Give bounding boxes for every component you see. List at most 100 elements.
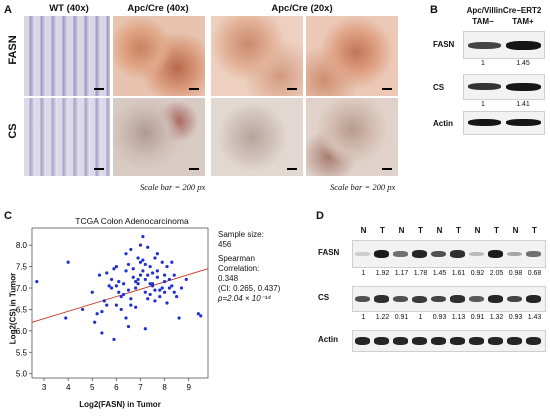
panel-b-actin-blot <box>463 111 545 135</box>
panel-d-band-value: 1.78 <box>413 270 428 277</box>
scatter-point <box>184 277 188 282</box>
micrograph-apc-20x-fasn-1 <box>211 16 303 96</box>
panel-d-band-value: 1.45 <box>432 270 447 277</box>
scatter-point <box>170 284 174 288</box>
panel-d-band <box>431 337 446 345</box>
scatter-plot: 3 4 5 6 7 8 9 5.0 5.5 6.0 6.5 7.0 7.5 8.0 <box>16 227 209 392</box>
panel-d-band <box>488 337 503 345</box>
panel-d-band <box>393 295 408 303</box>
panel-b-letter: B <box>430 4 438 16</box>
scatter-point <box>141 269 145 273</box>
rho-value: 0.348 <box>218 274 239 283</box>
panel-d-band <box>450 295 465 303</box>
scatter-point <box>146 273 150 277</box>
sample-size-label: Sample size: <box>218 230 264 239</box>
scatter-point <box>114 264 118 269</box>
spearman-label: Spearman <box>218 254 255 263</box>
scatter-point <box>136 256 140 260</box>
panel-d-band <box>393 337 408 345</box>
panel-d-band <box>507 251 522 257</box>
scatter-point <box>148 264 152 269</box>
panel-d-band <box>355 295 370 303</box>
x-tick-label: 4 <box>66 383 71 392</box>
scatter-point <box>124 252 128 256</box>
scatter-point <box>114 303 118 307</box>
scatter-point <box>129 303 133 307</box>
y-tick-label: 6.0 <box>16 327 28 336</box>
panel-d-band <box>507 295 522 303</box>
scatter-point <box>172 290 176 294</box>
scatter-point <box>124 269 128 273</box>
scatter-point <box>155 269 159 273</box>
x-axis-label: Log2(FASN) in Tumor <box>79 400 161 409</box>
scale-bar-8 <box>382 168 392 170</box>
scatter-point <box>134 305 138 309</box>
panel-d-band-value: 0.92 <box>470 270 485 277</box>
panel-d-band-value: 1.43 <box>527 314 542 321</box>
scatter-point <box>143 277 147 282</box>
micrograph-wt-cs <box>24 98 110 176</box>
scatter-point <box>167 277 172 282</box>
scatter-point <box>105 271 109 275</box>
scatter-point <box>129 247 133 252</box>
panel-b-title: Apc/VillinCre−ERT2 <box>466 6 542 15</box>
panel-d-lane-label: N <box>474 226 481 235</box>
scatter-point <box>148 292 152 297</box>
panel-d-band <box>374 250 389 258</box>
stats-annotation: Sample size: 456 Spearman Correlation: 0… <box>218 230 298 304</box>
scatter-point <box>158 288 162 292</box>
scatter-point <box>153 256 157 260</box>
scatter-point <box>150 271 155 275</box>
panel-b-cs-label: CS <box>433 83 445 92</box>
fit-line <box>31 268 209 323</box>
scatter-point <box>172 273 176 277</box>
scatter-point <box>170 260 174 264</box>
scatter-point <box>153 288 157 292</box>
panel-b-actin-band-1 <box>468 119 501 126</box>
scatter-point <box>143 290 147 294</box>
scatter-point <box>90 290 94 294</box>
scatter-point <box>134 279 138 284</box>
panel-d-band-value: 1.32 <box>489 314 504 321</box>
panel-d-lane-label: T <box>380 226 385 235</box>
scale-bar-caption-2: Scale bar = 200 px <box>330 182 396 192</box>
scatter-point <box>66 260 70 264</box>
panel-d-blot-label: Actin <box>318 335 338 344</box>
scatter-point <box>131 267 135 271</box>
panel-b-cs-band-2 <box>506 83 541 91</box>
scatter-point <box>196 312 200 316</box>
scatter-point <box>136 277 140 282</box>
scatter-point <box>150 282 155 286</box>
panel-d-band <box>412 295 427 303</box>
scatter-point <box>117 290 121 294</box>
panel-d-band <box>374 295 389 303</box>
scatter-point <box>160 286 164 290</box>
x-tick-label: 9 <box>186 383 191 392</box>
scatter-point <box>179 286 184 290</box>
panel-d-band <box>488 250 503 258</box>
scatter-point <box>175 294 179 299</box>
panel-d-band <box>393 251 408 257</box>
panel-d-band-value: 2.05 <box>489 270 504 277</box>
scatter-point <box>107 284 111 288</box>
scatter-point <box>97 273 102 277</box>
panel-b-cs-value-2: 1.41 <box>516 101 530 108</box>
scatter-point <box>100 331 104 335</box>
scatter-point <box>138 273 143 277</box>
panel-d-band <box>431 250 446 258</box>
scatter-point <box>35 279 39 284</box>
panel-d-band <box>469 252 484 256</box>
panel-d-band <box>469 337 484 345</box>
panel-d-band-value: 0.93 <box>508 314 523 321</box>
scatter-point <box>109 277 114 282</box>
scatter-point <box>141 234 145 239</box>
panel-d-lane-label: N <box>398 226 405 235</box>
x-tick-label: 7 <box>138 383 143 392</box>
scatter-point <box>119 294 123 299</box>
x-tick-label: 5 <box>90 383 95 392</box>
p-value: p=2.04 × 10⁻¹⁴ <box>218 294 272 303</box>
panel-d-band <box>355 337 370 345</box>
scatter-point <box>114 284 118 288</box>
scale-bar-3 <box>287 88 297 90</box>
panel-d-band-value: 0.93 <box>432 314 447 321</box>
